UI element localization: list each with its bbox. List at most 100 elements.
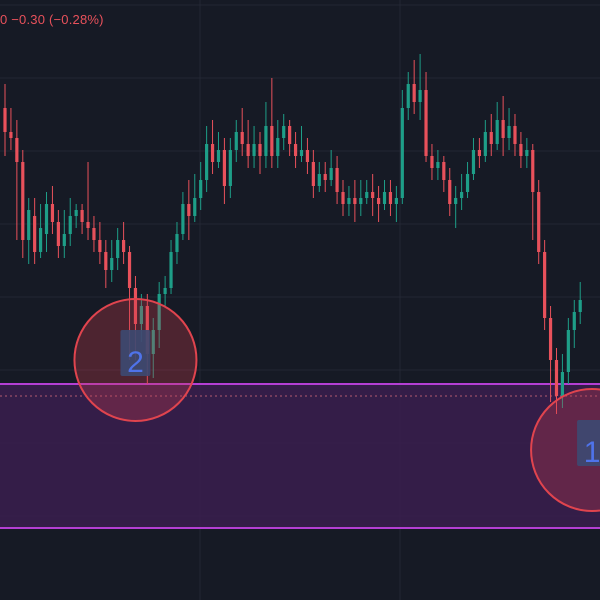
candle-body-5	[33, 216, 37, 252]
candle-68	[406, 72, 410, 120]
candle-82	[489, 114, 493, 156]
candle-58	[347, 186, 351, 216]
candle-65	[388, 180, 393, 216]
candle-body-69	[412, 84, 416, 102]
candle-body-21	[127, 252, 132, 288]
candle-body-91	[543, 252, 547, 318]
candle-3	[21, 150, 25, 258]
candle-56	[335, 156, 339, 204]
candle-32	[193, 174, 197, 222]
candle-body-12	[74, 210, 78, 216]
candle-body-75	[448, 180, 452, 204]
candle-14	[86, 162, 90, 240]
candle-body-46	[276, 138, 280, 156]
candle-90	[537, 180, 541, 264]
candle-52	[311, 150, 315, 198]
candle-body-42	[252, 144, 256, 156]
candle-86	[513, 114, 517, 156]
candle-50	[299, 126, 304, 162]
candle-body-95	[566, 330, 570, 372]
candle-28	[169, 240, 173, 294]
candle-body-23	[139, 306, 143, 324]
candle-71	[424, 72, 428, 162]
candle-36	[216, 132, 221, 168]
candle-67	[400, 90, 404, 204]
candle-body-16	[98, 240, 102, 252]
candle-body-35	[210, 144, 215, 162]
candle-35	[210, 120, 215, 174]
candle-39	[234, 120, 238, 162]
candle-46	[276, 120, 280, 168]
candle-45	[270, 78, 274, 168]
candle-18	[110, 240, 114, 282]
candle-body-18	[110, 258, 114, 270]
candle-0	[3, 84, 7, 156]
candle-81	[483, 120, 487, 162]
candle-body-74	[442, 162, 446, 180]
candle-96	[572, 300, 576, 348]
candle-93	[554, 348, 559, 414]
candle-60	[359, 180, 363, 216]
candle-body-17	[104, 252, 108, 270]
candle-body-55	[329, 168, 333, 180]
candle-body-15	[92, 228, 96, 240]
support-zone	[0, 383, 600, 529]
candle-body-84	[501, 120, 505, 138]
candle-88	[525, 138, 529, 168]
candle-body-72	[430, 156, 434, 168]
candle-91	[543, 240, 547, 330]
candle-body-30	[181, 204, 185, 234]
candle-body-29	[175, 234, 179, 252]
candle-8	[50, 186, 55, 234]
candle-42	[252, 126, 256, 168]
candle-64	[382, 180, 387, 210]
candle-body-43	[258, 144, 262, 156]
candle-body-3	[21, 162, 25, 240]
candle-body-87	[519, 144, 523, 156]
candle-70	[418, 54, 422, 120]
candle-40	[240, 108, 244, 156]
candle-66	[394, 186, 398, 222]
candle-body-51	[305, 150, 310, 162]
candle-12	[74, 204, 78, 228]
candle-body-39	[234, 132, 238, 150]
candle-body-56	[335, 168, 339, 192]
candle-body-94	[560, 372, 565, 396]
candle-body-36	[216, 150, 221, 162]
candle-body-70	[418, 90, 422, 102]
candle-62	[371, 174, 375, 216]
candle-6	[38, 204, 43, 258]
candle-body-88	[525, 150, 529, 156]
candle-body-2	[15, 138, 19, 162]
candle-body-34	[205, 144, 209, 180]
candle-16	[98, 222, 102, 264]
marker-label-1: 1	[584, 436, 600, 469]
candle-body-32	[193, 198, 197, 216]
candle-77	[460, 174, 464, 210]
candle-body-83	[495, 120, 499, 144]
candle-body-28	[169, 252, 173, 288]
candle-body-60	[359, 198, 363, 204]
candle-89	[531, 144, 535, 240]
candle-body-41	[246, 144, 250, 156]
candle-53	[317, 162, 321, 192]
candle-74	[442, 156, 446, 192]
candle-body-76	[454, 198, 458, 204]
candle-body-78	[465, 174, 470, 192]
candle-body-33	[199, 180, 203, 198]
marker-1: 1	[530, 388, 600, 512]
candle-34	[205, 126, 209, 192]
candle-19	[116, 228, 120, 270]
candle-body-86	[513, 126, 517, 144]
candle-body-25	[151, 330, 155, 354]
candle-body-93	[554, 360, 559, 396]
candle-body-9	[56, 222, 60, 246]
candle-75	[448, 168, 452, 216]
candles	[3, 54, 582, 414]
candle-57	[341, 180, 345, 216]
candle-92	[548, 306, 553, 402]
candle-body-80	[477, 150, 481, 156]
candle-83	[495, 102, 499, 150]
